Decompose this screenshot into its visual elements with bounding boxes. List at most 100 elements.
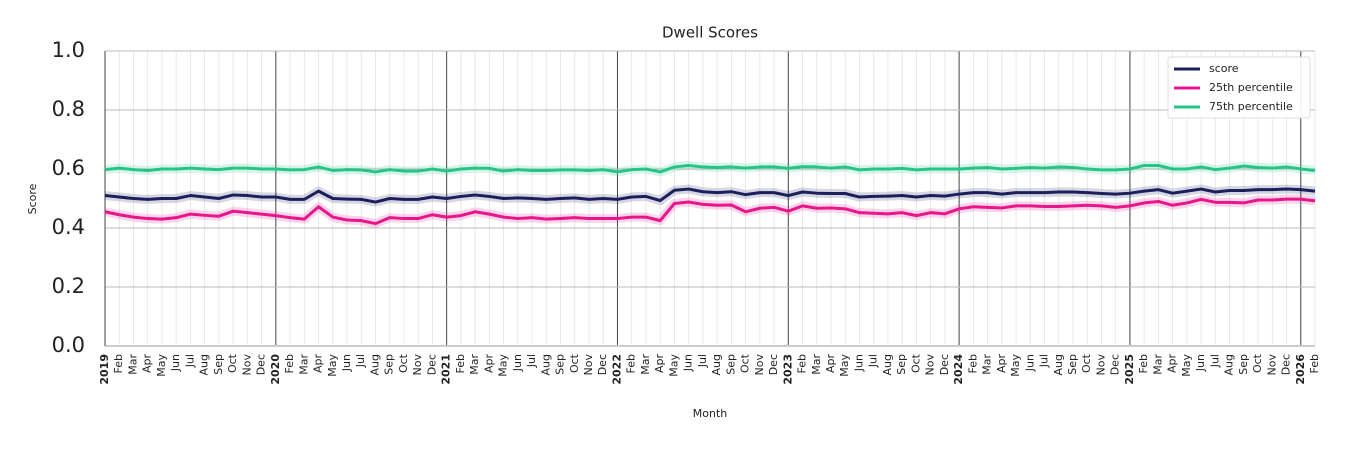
x-tick-label: Feb [796, 354, 809, 373]
x-tick-label: 2023 [781, 354, 794, 385]
x-tick-label: Jul [183, 354, 196, 368]
x-tick-label: Jun [169, 354, 182, 372]
x-tick-label: Feb [454, 354, 467, 373]
x-tick-label: Feb [966, 354, 979, 373]
x-tick-label: Oct [568, 353, 581, 373]
x-tick-label: Jul [1208, 354, 1221, 368]
x-tick-label: Mar [810, 354, 823, 375]
x-tick-label: Dec [425, 354, 438, 375]
x-tick-label: Sep [1237, 354, 1250, 375]
x-tick-label: Jun [682, 354, 695, 372]
x-tick-label: 2024 [952, 354, 965, 385]
x-tick-label: Oct [739, 353, 752, 373]
x-tick-label: Oct [397, 353, 410, 373]
x-tick-label: Apr [482, 354, 495, 374]
x-tick-label: May [326, 354, 339, 377]
x-tick-label: Jul [354, 354, 367, 368]
x-tick-label: Feb [625, 354, 638, 373]
x-tick-label: Mar [1151, 354, 1164, 375]
x-tick-label: Apr [824, 354, 837, 374]
x-tick-label: Nov [753, 354, 766, 376]
x-tick-label: Aug [881, 354, 894, 375]
x-tick-label: Feb [112, 354, 125, 373]
y-tick-label: 0.6 [52, 156, 85, 180]
x-tick-label: May [667, 354, 680, 377]
x-tick-label: Mar [297, 354, 310, 375]
x-tick-label: Jul [867, 354, 880, 368]
x-tick-label: Jun [1023, 354, 1036, 372]
legend-box [1167, 56, 1311, 119]
x-tick-label: Apr [995, 354, 1008, 374]
series-line [104, 187, 1316, 204]
y-axis-label: Score [26, 183, 39, 214]
x-tick-label: Apr [653, 354, 666, 374]
x-tick-label: Jun [1194, 354, 1207, 372]
x-tick-label: Jul [696, 354, 709, 368]
x-tick-label: Dec [938, 354, 951, 375]
x-tick-label: May [497, 354, 510, 377]
x-tick-label: Oct [226, 353, 239, 373]
x-tick-label: Apr [141, 354, 154, 374]
x-tick-label: Jun [340, 354, 353, 372]
x-tick-label: Feb [283, 354, 296, 373]
x-tick-label: Jul [1038, 354, 1051, 368]
x-tick-label: Sep [212, 354, 225, 375]
x-tick-label: 2026 [1294, 354, 1307, 385]
x-tick-label: Nov [1265, 354, 1278, 376]
x-tick-label: Mar [639, 354, 652, 375]
x-tick-label: Jul [525, 354, 538, 368]
x-tick-label: Sep [724, 354, 737, 375]
x-tick-label: Aug [1052, 354, 1065, 375]
chart-title: Dwell Scores [662, 24, 758, 42]
x-tick-label: May [1180, 354, 1193, 377]
x-tick-label: Nov [411, 354, 424, 376]
x-tick-label: Aug [539, 354, 552, 375]
x-tick-label: Dec [1280, 354, 1293, 375]
x-tick-label: Oct [1251, 353, 1264, 373]
x-tick-label: Apr [312, 354, 325, 374]
x-tick-label: 2025 [1123, 354, 1136, 385]
x-tick-label: Nov [924, 354, 937, 376]
x-tick-label: 2020 [269, 354, 282, 385]
x-tick-label: Feb [1308, 354, 1321, 373]
y-tick-label: 0.8 [52, 97, 85, 121]
x-tick-label: 2019 [98, 354, 111, 385]
x-tick-label: Oct [1080, 353, 1093, 373]
x-tick-label: Mar [126, 354, 139, 375]
x-tick-label: Nov [1094, 354, 1107, 376]
series-line [104, 163, 1316, 174]
x-tick-label: Mar [468, 354, 481, 375]
x-tick-label: Jun [511, 354, 524, 372]
x-tick-label: Mar [981, 354, 994, 375]
x-tick-label: Aug [1223, 354, 1236, 375]
x-axis-label: Month [693, 407, 728, 420]
x-tick-label: Sep [383, 354, 396, 375]
series-line [104, 197, 1316, 226]
x-tick-label: 2022 [610, 354, 623, 385]
x-tick-label: 2021 [440, 354, 453, 385]
x-tick-label: May [155, 354, 168, 377]
x-tick-label: Dec [596, 354, 609, 375]
legend-label: 75th percentile [1209, 100, 1293, 113]
x-tick-label: Dec [767, 354, 780, 375]
legend-label: 25th percentile [1209, 81, 1293, 94]
x-tick-label: May [1009, 354, 1022, 377]
y-tick-label: 0.4 [52, 215, 85, 239]
x-tick-label: Jun [852, 354, 865, 372]
x-tick-label: Sep [1066, 354, 1079, 375]
x-tick-label: Aug [368, 354, 381, 375]
x-tick-label: Nov [582, 354, 595, 376]
y-tick-label: 1.0 [52, 38, 85, 62]
x-tick-label: Aug [198, 354, 211, 375]
x-tick-label: Sep [554, 354, 567, 375]
legend-label: score [1209, 62, 1239, 75]
x-tick-label: Aug [710, 354, 723, 375]
x-tick-label: Oct [909, 353, 922, 373]
y-tick-label: 0.0 [52, 333, 85, 357]
x-tick-label: Feb [1137, 354, 1150, 373]
y-tick-label: 0.2 [52, 274, 85, 298]
x-tick-label: Nov [240, 354, 253, 376]
x-tick-label: Dec [255, 354, 268, 375]
x-tick-label: May [838, 354, 851, 377]
